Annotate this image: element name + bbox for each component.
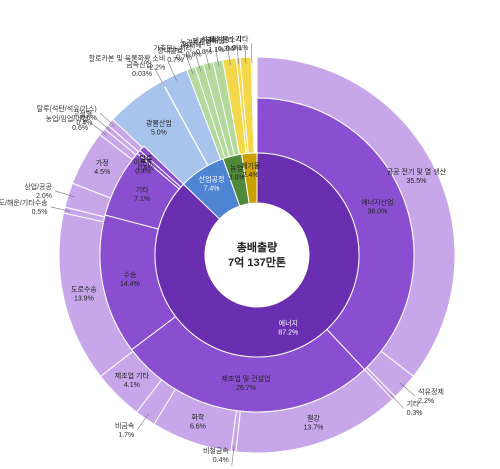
middle-label-2: 제조업 및 건설업 26.7% xyxy=(222,374,271,392)
leader-line-14 xyxy=(95,117,111,132)
leader-line-19 xyxy=(185,55,194,75)
leader-line-3 xyxy=(389,393,404,409)
outer-label-15: 탈루(석탄/석유/가스) 0.6% xyxy=(37,104,97,122)
outer-label-13: 농업/임업/어업 0.6% xyxy=(46,114,89,132)
outer-label-23: 폐기물매립 1.1% xyxy=(192,36,224,54)
leader-line-23 xyxy=(227,45,231,65)
outer-label-2: 석유정제 2.2% xyxy=(418,387,444,405)
middle-ring xyxy=(99,97,415,413)
outer-label-3: 기타 0.3% xyxy=(407,399,423,417)
outer-label-26: 기타 0.1% xyxy=(232,34,249,52)
leader-line-2 xyxy=(400,382,416,397)
outer-label-4: 철강 13.7% xyxy=(304,413,324,431)
leader-lines xyxy=(50,43,416,466)
leader-line-7 xyxy=(137,413,149,431)
leader-line-21 xyxy=(204,49,210,69)
outer-label-11: 상업/공공 2.0% xyxy=(24,182,52,200)
inner-label-2: 산업공정 7.4% xyxy=(199,174,225,192)
middle-label-4: 기타 7.1% xyxy=(134,185,150,203)
inner-label-1: 에너지 87.2% xyxy=(278,319,298,337)
leader-line-5 xyxy=(231,445,235,466)
outer-label-14: 고정형 0.4% xyxy=(73,109,92,127)
leader-line-26 xyxy=(251,43,253,64)
leader-line-15 xyxy=(99,112,115,127)
outer-label-1: 공공 전기 및 열 생산 35.5% xyxy=(387,167,447,185)
outer-label-7: 비금속 1.7% xyxy=(115,421,135,439)
outer-label-20: 가축분뇨처리 0.7% xyxy=(153,43,192,61)
outer-label-6: 화학 6.6% xyxy=(190,412,206,430)
outer-label-25: 폐기물소각 0.9% xyxy=(210,34,243,52)
outer-label-19: 장내발효 0.7% xyxy=(157,46,183,64)
leader-line-18 xyxy=(168,62,177,81)
inner-label-3: 농업 3.0% xyxy=(229,165,245,182)
inner-label-4: 폐기물 2.4% xyxy=(241,161,261,179)
leader-line-13 xyxy=(90,122,107,136)
outer-label-16: 광물산업 5.0% xyxy=(146,119,172,137)
outer-label-8: 제조업 기타 4.1% xyxy=(115,371,150,389)
leader-line-24 xyxy=(236,43,239,64)
outer-label-21: 벼재배 0.8% xyxy=(182,41,201,59)
outer-label-5: 비철금속 0.4% xyxy=(203,446,229,464)
slice-labels: 에너지 87.2% 산업공정 7.4%농업 3.0%폐기물 2.4% 에너지산업 38.0% 제… xyxy=(0,34,447,464)
middle-label-5: 미분류 0.4% xyxy=(134,157,154,175)
middle-label-1: 에너지산업 38.0% xyxy=(361,197,393,215)
center-label-line2: 7억 137만톤 xyxy=(228,255,286,269)
leader-line-17 xyxy=(154,68,165,87)
center-label-line1: 총배출량 xyxy=(237,240,277,254)
outer-label-24: 하폐수처리 0.3% xyxy=(202,35,234,53)
outer-label-9: 도로수송 13.9% xyxy=(71,285,97,302)
leader-line-25 xyxy=(244,43,247,64)
leader-line-22 xyxy=(214,47,220,67)
center-circle xyxy=(205,203,309,307)
outer-label-18: 할로카본 및 육불화황 소비 2.2% xyxy=(89,53,166,71)
outer-ring xyxy=(58,56,456,454)
outer-label-22: 농경지토양 0.8% xyxy=(180,38,213,56)
middle-label-6: 탈루 0.6% xyxy=(138,155,154,172)
middle-label-3: 수송 14.4% xyxy=(120,271,140,288)
leader-line-11 xyxy=(54,190,75,198)
leader-line-10 xyxy=(50,206,71,212)
outer-label-12: 가정 4.5% xyxy=(94,158,110,176)
leader-line-20 xyxy=(194,52,202,72)
outer-label-17: 금속산업 0.03% xyxy=(126,60,152,78)
